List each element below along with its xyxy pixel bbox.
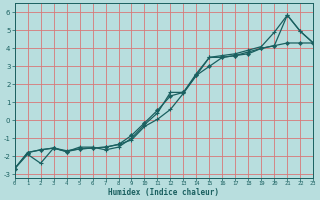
X-axis label: Humidex (Indice chaleur): Humidex (Indice chaleur) bbox=[108, 188, 220, 197]
